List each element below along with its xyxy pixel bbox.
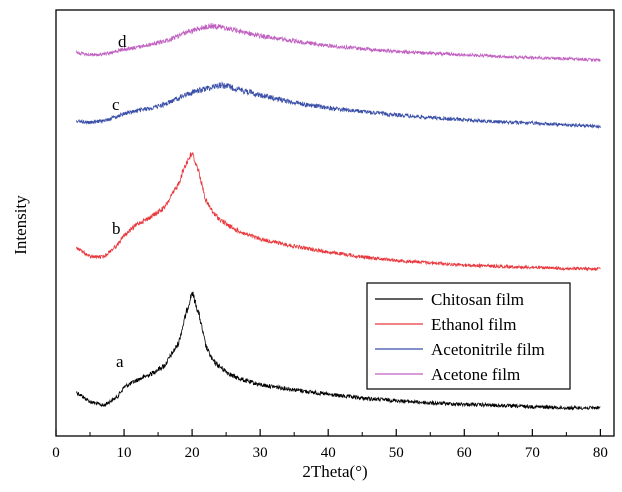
y-axis-title: Intensity [11, 195, 30, 255]
series-curves [76, 22, 601, 411]
series-line-a [76, 291, 601, 411]
legend: Chitosan film Ethanol film Acetonitrile fi… [366, 282, 571, 390]
x-tick-label: 60 [457, 445, 472, 461]
curve-letter-b: b [112, 219, 121, 238]
x-tick-label: 20 [185, 445, 200, 461]
series-line-d [76, 22, 601, 63]
plot-frame [55, 9, 615, 437]
x-tick-label: 30 [253, 445, 268, 461]
series-line-c [76, 81, 601, 130]
curve-letter-d: d [118, 32, 127, 51]
x-tick-label: 80 [593, 445, 608, 461]
x-tick-label: 0 [52, 445, 60, 461]
legend-label-a: Chitosan film [431, 290, 524, 309]
curve-letter-a: a [116, 352, 124, 371]
x-axis-ticks: 0 10 20 30 40 50 60 70 80 [52, 429, 608, 461]
x-tick-label: 70 [525, 445, 540, 461]
x-tick-label: 40 [321, 445, 336, 461]
legend-box [366, 282, 571, 390]
x-tick-label: 10 [117, 445, 132, 461]
legend-label-c: Acetonitrile film [431, 340, 545, 359]
x-axis-title: 2Theta(°) [302, 462, 367, 481]
curve-letter-c: c [112, 95, 120, 114]
legend-label-b: Ethanol film [431, 315, 516, 334]
x-tick-label: 50 [389, 445, 404, 461]
curve-letter-labels: a b c d [112, 32, 127, 371]
legend-label-d: Acetone film [431, 365, 520, 384]
series-line-b [76, 152, 601, 272]
